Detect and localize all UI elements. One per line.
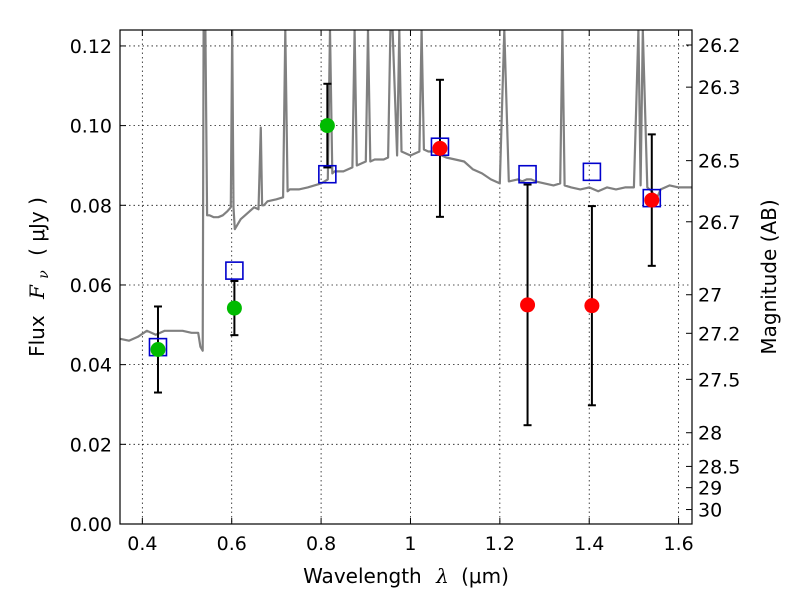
spectrum-line bbox=[120, 30, 692, 352]
y2-tick-label: 27 bbox=[698, 285, 722, 307]
y2-tick-label: 27.5 bbox=[698, 369, 740, 391]
y-tick-label: 0.00 bbox=[70, 514, 112, 536]
x-axis-label-text: Wavelength bbox=[303, 564, 422, 588]
model-square-point bbox=[582, 162, 602, 182]
photometry-point bbox=[520, 297, 536, 313]
y-tick-label: 0.10 bbox=[70, 116, 112, 138]
x-tick-label: 1.4 bbox=[574, 533, 604, 555]
x-tick-label: 1 bbox=[404, 533, 416, 555]
x-axis-label-unit: (μm) bbox=[461, 564, 509, 588]
photometry-point bbox=[226, 300, 242, 316]
y-axis-label-unit: ( μJy ) bbox=[25, 197, 49, 256]
x-tick-label: 0.8 bbox=[306, 533, 336, 555]
model-square-point bbox=[318, 164, 337, 184]
model-square-point bbox=[518, 164, 537, 184]
y2-tick-label: 28.5 bbox=[698, 456, 740, 478]
y-tick-label: 0.08 bbox=[70, 195, 112, 217]
photometry-point bbox=[584, 298, 600, 314]
y-tick-label: 0.04 bbox=[70, 355, 112, 377]
plot-frame bbox=[119, 29, 693, 525]
y-axis-label-symbol: F bbox=[25, 284, 49, 300]
y2-tick-label: 28 bbox=[698, 423, 722, 445]
y-tick-label: 0.06 bbox=[70, 275, 112, 297]
x-tick-label: 0.6 bbox=[217, 533, 247, 555]
x-tick-label: 0.4 bbox=[127, 533, 157, 555]
photometry-point bbox=[644, 192, 660, 208]
model-square-point bbox=[225, 261, 244, 280]
y2-tick-label: 29 bbox=[698, 478, 722, 500]
photometry-point bbox=[432, 140, 448, 156]
y2-tick-label: 26.3 bbox=[698, 77, 740, 99]
photometry-point bbox=[150, 342, 166, 358]
plot-area bbox=[120, 30, 692, 427]
y2-tick-label: 26.2 bbox=[698, 35, 740, 57]
x-axis: 0.4 0.6 0.8 1 1.2 1.4 1.6 bbox=[127, 30, 694, 555]
y-axis-label: Flux F ν ( μJy ) bbox=[25, 197, 53, 357]
x-axis-label: Wavelength λ (μm) bbox=[303, 564, 509, 588]
y-tick-label: 0.02 bbox=[70, 434, 112, 456]
y-axis-label-text: Flux bbox=[25, 315, 49, 357]
y2-axis-label: Magnitude (AB) bbox=[757, 199, 781, 354]
y2-tick-label: 26.7 bbox=[698, 212, 740, 234]
y-tick-label: 0.12 bbox=[70, 36, 112, 58]
y2-tick-label: 30 bbox=[698, 500, 722, 522]
photometry-point bbox=[319, 118, 335, 134]
x-tick-label: 1.2 bbox=[485, 533, 515, 555]
y-axis-label-symbol-sub: ν bbox=[36, 270, 52, 279]
y2-tick-label: 27.2 bbox=[698, 323, 740, 345]
x-axis-label-symbol: λ bbox=[435, 564, 449, 588]
y2-tick-label: 26.5 bbox=[698, 151, 740, 173]
x-tick-label: 1.6 bbox=[663, 533, 693, 555]
y-axis: 0.00 0.02 0.04 0.06 0.08 0.10 0.12 bbox=[70, 36, 126, 536]
